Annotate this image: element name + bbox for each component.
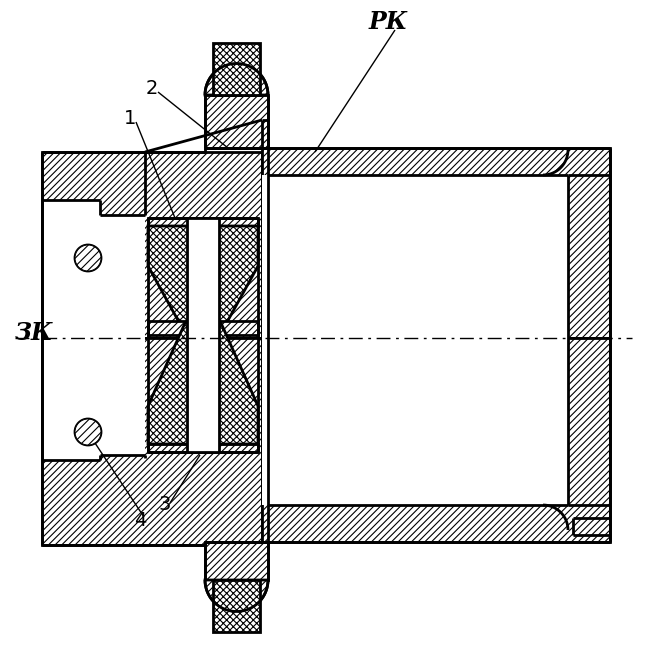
- Polygon shape: [148, 323, 258, 444]
- Text: РК: РК: [368, 10, 408, 34]
- Polygon shape: [148, 226, 258, 333]
- Polygon shape: [100, 338, 145, 455]
- Polygon shape: [213, 580, 260, 632]
- Polygon shape: [262, 338, 610, 542]
- Polygon shape: [205, 63, 268, 95]
- Polygon shape: [187, 218, 219, 452]
- Polygon shape: [148, 444, 258, 452]
- Polygon shape: [148, 321, 258, 335]
- Circle shape: [75, 419, 101, 445]
- Text: 4: 4: [134, 511, 146, 529]
- Polygon shape: [42, 338, 262, 545]
- Polygon shape: [148, 218, 258, 226]
- Polygon shape: [42, 200, 100, 338]
- Polygon shape: [205, 580, 268, 611]
- Circle shape: [75, 245, 101, 271]
- Polygon shape: [100, 215, 145, 338]
- Polygon shape: [42, 338, 100, 460]
- Text: 2: 2: [146, 79, 158, 97]
- Text: 3: 3: [159, 496, 171, 515]
- Polygon shape: [205, 95, 268, 148]
- Circle shape: [75, 245, 101, 271]
- Polygon shape: [42, 152, 262, 338]
- Polygon shape: [262, 175, 568, 505]
- Text: ЗК: ЗК: [15, 321, 54, 345]
- Polygon shape: [262, 148, 610, 338]
- Polygon shape: [205, 542, 268, 580]
- Text: 1: 1: [124, 109, 136, 127]
- Circle shape: [75, 419, 101, 445]
- Polygon shape: [213, 43, 260, 95]
